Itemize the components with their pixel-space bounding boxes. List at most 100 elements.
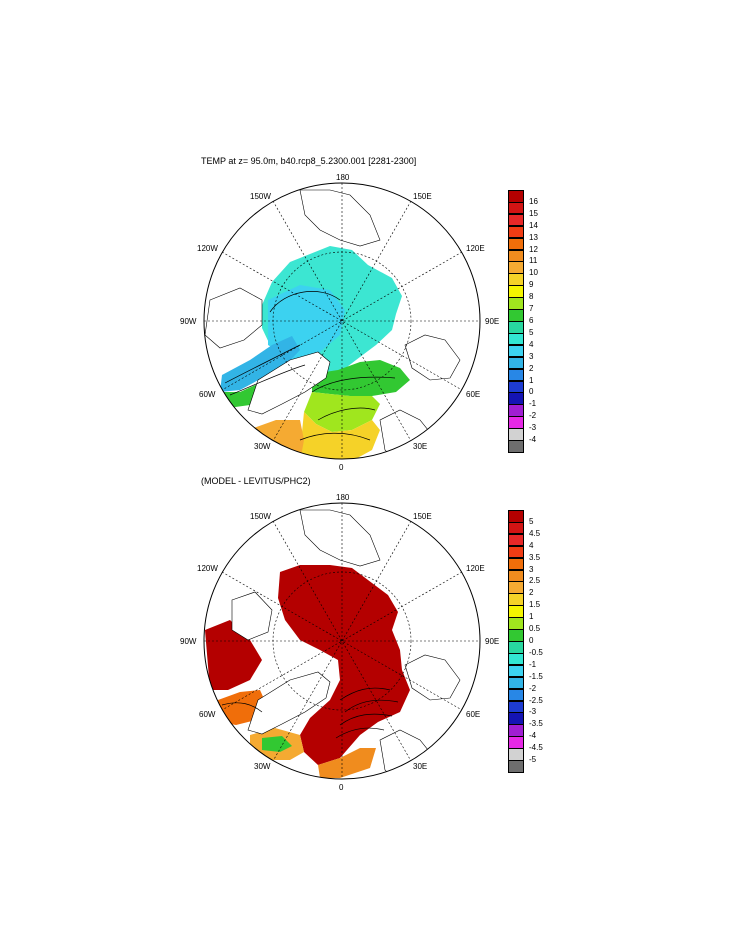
colorbar-swatch — [508, 676, 524, 690]
top-map-border — [203, 182, 481, 460]
colorbar-swatch — [508, 297, 524, 310]
colorbar-label: -4 — [529, 435, 537, 445]
bottom-map-border — [203, 502, 481, 780]
colorbar-label: -4.5 — [529, 743, 543, 753]
colorbar-label: 15 — [529, 208, 538, 218]
lon-label: 30W — [254, 442, 271, 451]
colorbar-label: 6 — [529, 316, 534, 325]
colorbar-swatch — [508, 344, 524, 358]
colorbar-swatch — [508, 368, 524, 382]
colorbar-label: 8 — [529, 292, 534, 302]
colorbar-label: 4 — [529, 339, 534, 349]
top-map-fill — [204, 183, 480, 459]
colorbar-label: 2 — [529, 588, 534, 598]
colorbar-swatch — [508, 521, 524, 535]
colorbar-swatch — [508, 712, 524, 725]
colorbar-label: -1 — [529, 399, 537, 409]
colorbar-swatch — [508, 190, 524, 203]
colorbar-swatch — [508, 652, 524, 666]
colorbar-swatch — [508, 237, 524, 251]
colorbar-swatch — [508, 213, 524, 227]
colorbar-swatch — [508, 428, 524, 441]
lon-label: 30W — [254, 762, 271, 771]
colorbar-swatch — [508, 545, 524, 559]
lon-label: 60E — [466, 710, 480, 719]
lon-label: 90W — [180, 317, 197, 326]
colorbar-swatch — [508, 664, 524, 678]
colorbar-swatch — [508, 404, 524, 417]
colorbar-label: 12 — [529, 244, 538, 254]
bottom-map-fill — [204, 503, 480, 779]
colorbar-label: 3.5 — [529, 552, 541, 562]
colorbar-swatch — [508, 593, 524, 606]
colorbar-swatch — [508, 736, 524, 749]
lon-label: 60W — [199, 710, 216, 719]
colorbar-swatch — [508, 700, 524, 714]
colorbar-label: -2.5 — [529, 695, 543, 705]
lon-label: 30E — [413, 762, 427, 771]
colorbar-label: 5 — [529, 516, 534, 526]
colorbar-swatch — [508, 557, 524, 571]
colorbar-swatch — [508, 748, 524, 761]
colorbar-swatch — [508, 688, 524, 702]
colorbar-label: -2 — [529, 683, 537, 693]
colorbar-swatch — [508, 380, 524, 394]
colorbar-swatch — [508, 356, 524, 370]
colorbar-label: 9 — [529, 280, 534, 290]
colorbar-label: -3 — [529, 707, 537, 717]
colorbar-swatch — [508, 392, 524, 405]
lon-label: 0 — [339, 463, 344, 472]
colorbar-label: -3 — [529, 423, 537, 433]
lon-label: 30E — [413, 442, 427, 451]
colorbar-swatch — [508, 581, 524, 594]
colorbar-label: 7 — [529, 304, 534, 314]
colorbar-swatch — [508, 201, 524, 215]
colorbar-swatch — [508, 510, 524, 523]
colorbar-swatch — [508, 309, 524, 322]
colorbar-swatch — [508, 261, 524, 274]
colorbar-label: 4 — [529, 540, 534, 550]
lon-label: 120W — [197, 564, 218, 573]
lon-label: 120E — [466, 244, 485, 253]
colorbar-swatch — [508, 273, 524, 286]
colorbar-label: -0.5 — [529, 647, 543, 657]
colorbar-label: -4 — [529, 731, 537, 741]
colorbar-label: 11 — [529, 256, 538, 266]
lon-label: 120E — [466, 564, 485, 573]
colorbar-label: 0 — [529, 387, 534, 397]
lon-label: 60W — [199, 390, 216, 399]
colorbar-label: 2 — [529, 363, 534, 373]
top-panel-title: TEMP at z= 95.0m, b40.rcp8_5.2300.001 [2… — [201, 156, 417, 166]
colorbar-label: 5 — [529, 327, 534, 337]
lon-label: 150W — [250, 192, 271, 201]
colorbar-swatch — [508, 285, 524, 298]
lon-label: 90E — [485, 637, 499, 646]
colorbar-label: 1.5 — [529, 600, 541, 610]
lon-label: 180 — [336, 173, 350, 182]
colorbar-label: -1 — [529, 659, 537, 669]
lon-label: 150W — [250, 512, 271, 521]
colorbar-label: -1.5 — [529, 671, 543, 681]
lon-label: 90W — [180, 637, 197, 646]
colorbar-swatch — [508, 249, 524, 263]
colorbar-swatch — [508, 617, 524, 630]
colorbar-swatch — [508, 629, 524, 642]
colorbar-swatch — [508, 321, 524, 334]
lon-label: 90E — [485, 317, 499, 326]
colorbar-label: 1 — [529, 612, 534, 622]
lon-label: 120W — [197, 244, 218, 253]
colorbar-label: 0.5 — [529, 624, 541, 634]
lon-label: 0 — [339, 783, 344, 792]
top-lon-labels: 180 150E 120E 90E 60E 30E 0 30W 60W 90W … — [180, 173, 499, 472]
colorbar-label: 1 — [529, 375, 534, 385]
colorbar-label: -2 — [529, 411, 537, 421]
top-map-group — [203, 182, 481, 780]
colorbar-label: 3 — [529, 564, 534, 574]
colorbar-label: 3 — [529, 351, 534, 361]
top-graticule — [204, 183, 480, 459]
bottom-panel-title: (MODEL - LEVITUS/PHC2) — [201, 476, 311, 486]
colorbar-swatch — [508, 724, 524, 737]
colorbar-swatch — [508, 416, 524, 429]
colorbar-swatch — [508, 533, 524, 547]
